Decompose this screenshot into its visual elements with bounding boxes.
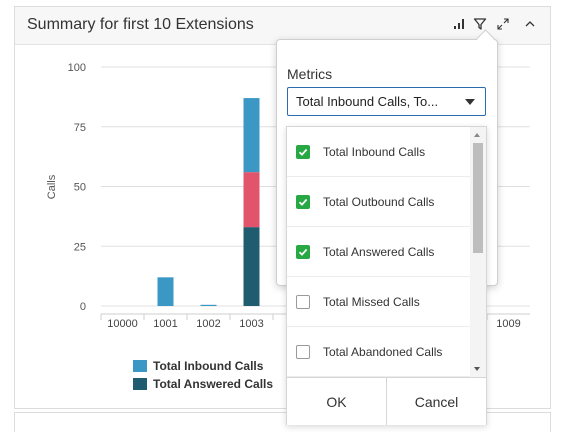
y-tick-label: 50 [74,182,86,194]
cancel-button[interactable]: Cancel [386,378,486,425]
x-tick-label: 1003 [239,318,263,330]
collapse-icon[interactable] [521,15,539,33]
filter-icon[interactable] [471,15,489,33]
scroll-up-icon[interactable] [474,133,480,137]
metric-option[interactable]: Total Missed Calls [287,277,470,327]
scroll-thumb[interactable] [473,143,483,253]
expand-icon[interactable] [494,15,512,33]
x-tick-label: 1009 [496,318,520,330]
chart-legend: Total Inbound Calls Total Answered Calls [133,357,273,393]
x-tick-label: 1001 [153,318,177,330]
y-tick-label: 100 [68,62,86,74]
metrics-select[interactable]: Total Inbound Calls, To... [287,87,486,116]
bar-segment [243,227,260,306]
metrics-dropdown: Total Inbound Calls Total Outbound Calls T… [286,126,487,425]
options-scrollbar[interactable] [470,127,486,377]
metric-option[interactable]: Total Abandoned Calls [287,327,470,377]
check-icon [298,198,308,206]
checkbox-checked-icon[interactable] [296,244,310,259]
widget-header: Summary for first 10 Extensions [15,7,550,45]
caret-down-icon [465,99,475,105]
metric-option-label: Total Outbound Calls [323,194,435,209]
x-tick-label: 10000 [107,318,138,330]
check-icon [298,248,308,256]
bar-segment [157,277,174,306]
dropdown-footer: OK Cancel [287,377,486,425]
metric-option-label: Total Abandoned Calls [323,344,443,359]
y-tick-label: 25 [74,241,86,253]
metric-option-label: Total Answered Calls [323,244,435,259]
metric-option[interactable]: Total Answered Calls [287,227,470,277]
ok-button[interactable]: OK [287,378,386,425]
metrics-options-list: Total Inbound Calls Total Outbound Calls T… [287,127,470,377]
checkbox-checked-icon[interactable] [296,144,310,159]
check-icon [298,148,308,156]
scroll-down-icon[interactable] [474,367,480,371]
legend-item[interactable]: Total Inbound Calls [133,357,273,375]
legend-swatch [133,360,147,372]
y-tick-label: 75 [74,122,86,134]
legend-item[interactable]: Total Answered Calls [133,375,273,393]
bar-segment [243,172,260,228]
y-tick-label: 0 [80,301,86,313]
widget-title: Summary for first 10 Extensions [27,16,254,33]
checkbox-checked-icon[interactable] [296,194,310,209]
checkbox-unchecked-icon[interactable] [296,344,310,359]
legend-label: Total Answered Calls [153,377,274,391]
metric-option[interactable]: Total Inbound Calls [287,127,470,177]
metric-option-label: Total Inbound Calls [323,144,426,159]
x-tick-label: 1002 [196,318,220,330]
y-axis-label: Calls [46,174,58,199]
bar-segment [243,98,260,173]
legend-swatch [133,378,147,390]
bar-chart-icon[interactable] [450,15,468,33]
metrics-select-value: Total Inbound Calls, To... [296,94,439,109]
checkbox-unchecked-icon[interactable] [296,294,310,309]
bar-segment [200,304,217,306]
metric-option[interactable]: Total Outbound Calls [287,177,470,227]
legend-label: Total Inbound Calls [153,359,264,373]
metric-option-label: Total Missed Calls [323,294,420,309]
metrics-label: Metrics [287,66,333,82]
